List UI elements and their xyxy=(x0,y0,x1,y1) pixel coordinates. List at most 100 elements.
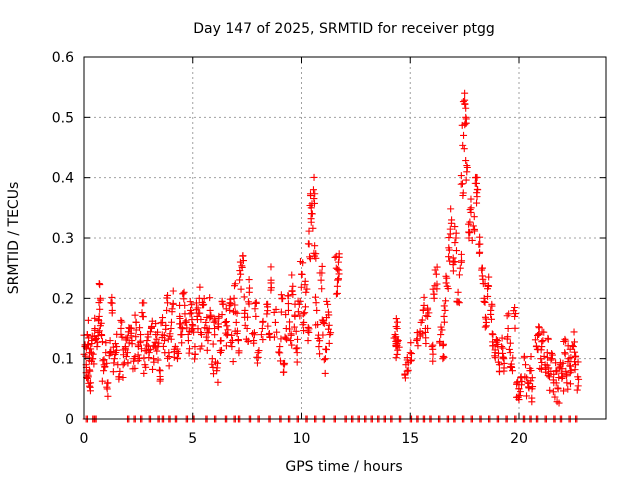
data-point xyxy=(547,356,555,364)
data-point xyxy=(323,297,331,305)
data-point xyxy=(85,379,93,387)
data-point xyxy=(271,318,279,326)
data-point xyxy=(424,312,432,320)
data-point xyxy=(226,299,234,307)
data-point xyxy=(132,318,140,326)
data-point xyxy=(312,321,320,329)
data-point xyxy=(150,358,158,366)
data-point xyxy=(194,325,202,333)
data-point xyxy=(559,359,567,367)
data-point xyxy=(208,360,216,368)
data-point xyxy=(528,398,536,406)
data-point xyxy=(93,343,101,351)
data-point xyxy=(157,319,165,327)
data-point xyxy=(276,343,284,351)
data-point xyxy=(506,339,514,347)
data-point xyxy=(299,321,307,329)
data-point xyxy=(466,218,474,226)
data-point xyxy=(284,300,292,308)
data-point xyxy=(169,299,177,307)
data-point xyxy=(558,374,566,382)
data-point xyxy=(544,372,552,380)
data-point xyxy=(566,369,574,377)
x-axis-label: GPS time / hours xyxy=(285,459,402,475)
data-point xyxy=(147,324,155,332)
data-point xyxy=(286,318,294,326)
data-point xyxy=(290,323,298,331)
data-point xyxy=(535,323,543,331)
data-point xyxy=(204,337,212,345)
data-point xyxy=(540,352,548,360)
data-point xyxy=(284,306,292,314)
data-point xyxy=(320,356,328,364)
data-point xyxy=(540,328,548,336)
data-point xyxy=(86,367,94,375)
data-point xyxy=(310,199,318,207)
data-point xyxy=(111,340,119,348)
data-point xyxy=(203,346,211,354)
data-point xyxy=(249,330,257,338)
data-point xyxy=(560,387,568,395)
data-point xyxy=(119,361,127,369)
data-point xyxy=(509,354,517,362)
data-point xyxy=(493,340,501,348)
data-point xyxy=(182,317,190,325)
data-point xyxy=(322,346,330,354)
data-point xyxy=(153,335,161,343)
data-point xyxy=(459,192,467,200)
data-point xyxy=(282,334,290,342)
data-point xyxy=(533,331,541,339)
data-point xyxy=(560,338,568,346)
data-point xyxy=(91,314,99,322)
data-point xyxy=(566,380,574,388)
data-point xyxy=(197,315,205,323)
data-point xyxy=(500,367,508,375)
data-point xyxy=(460,131,468,139)
data-point xyxy=(122,353,130,361)
data-point xyxy=(332,290,340,298)
data-point xyxy=(150,342,158,350)
data-point xyxy=(132,333,140,341)
data-point xyxy=(520,352,528,360)
data-point xyxy=(139,313,147,321)
data-point xyxy=(252,312,260,320)
data-point xyxy=(573,386,581,394)
data-point xyxy=(213,364,221,372)
data-point xyxy=(277,308,285,316)
data-point xyxy=(335,250,343,258)
data-point xyxy=(112,346,120,354)
data-point xyxy=(244,298,252,306)
data-point xyxy=(83,374,91,382)
data-point xyxy=(543,353,551,361)
data-point xyxy=(442,297,450,305)
data-point xyxy=(102,339,110,347)
data-point xyxy=(572,353,580,361)
data-point xyxy=(244,338,252,346)
data-point xyxy=(110,355,118,363)
data-point xyxy=(211,358,219,366)
data-point xyxy=(143,337,151,345)
data-point xyxy=(568,342,576,350)
data-point xyxy=(230,294,238,302)
data-point xyxy=(137,331,145,339)
data-point xyxy=(311,242,319,250)
data-point xyxy=(302,288,310,296)
data-point xyxy=(160,331,168,339)
data-point xyxy=(282,311,290,319)
data-point xyxy=(277,291,285,299)
data-point xyxy=(449,261,457,269)
data-point xyxy=(575,375,583,383)
data-point xyxy=(570,338,578,346)
data-point xyxy=(394,337,402,345)
data-point xyxy=(180,295,188,303)
data-point xyxy=(297,283,305,291)
data-point xyxy=(457,180,465,188)
data-point xyxy=(177,331,185,339)
data-point xyxy=(544,335,552,343)
data-point xyxy=(218,297,226,305)
data-point xyxy=(463,168,471,176)
data-point xyxy=(407,357,415,365)
data-point xyxy=(564,385,572,393)
data-point xyxy=(289,282,297,290)
data-point xyxy=(505,345,513,353)
